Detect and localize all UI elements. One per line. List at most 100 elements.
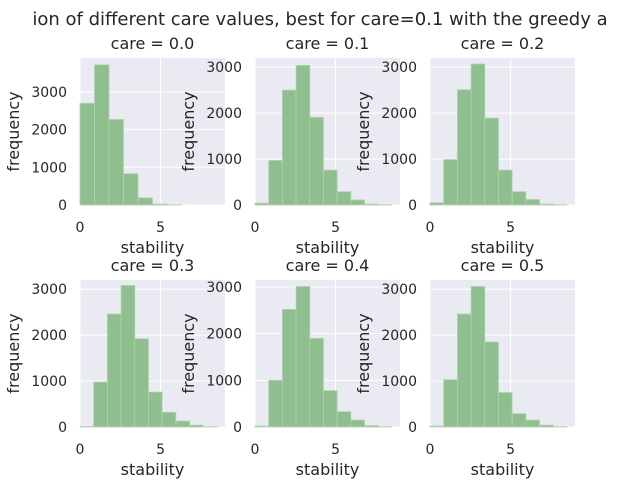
x-tick-label: 0 [76,442,85,458]
y-axis-label: frequency [179,91,198,171]
y-tick-label: 3000 [31,85,67,101]
x-tick-label: 0 [76,220,85,236]
histogram-bar [350,199,365,206]
histogram-bar [470,286,486,428]
histogram-bar [336,191,352,206]
histogram-panel: 0 1000 2000 3000 0 5 care = 0.3 stability freque… [4,256,225,479]
histogram-bar [511,191,527,206]
panels-container: 0 1000 2000 3000 0 5 care = 0.0 stability freque… [4,34,575,479]
histogram-bar [484,117,499,206]
histogram-bar [295,286,311,428]
histogram-panel: 0 1000 2000 3000 0 5 care = 0.2 stability freque… [354,34,575,257]
histogram-bar [134,338,149,428]
histogram-panel: 0 1000 2000 3000 0 5 care = 0.0 stability freque… [4,34,225,257]
histogram-bar [498,169,513,206]
histogram-bar [429,425,445,428]
y-axis-label: frequency [179,313,198,393]
y-tick-label: 3000 [381,60,417,76]
y-axis-label: frequency [4,313,23,393]
histogram-bar [189,424,204,428]
panel-title: care = 0.4 [286,256,370,275]
y-tick-label: 0 [58,198,67,214]
histogram-bar [137,197,153,206]
x-tick-label: 0 [426,442,435,458]
x-tick-label: 0 [251,220,260,236]
histogram-bar [364,203,379,206]
histogram-panel: 0 1000 2000 3000 0 5 care = 0.4 stability freque… [179,256,400,479]
histogram-bar [281,308,297,428]
figure-suptitle: ion of different care values, best for c… [32,9,607,30]
y-tick-label: 1000 [31,160,67,176]
y-tick-label: 1000 [381,152,417,168]
y-tick-label: 0 [233,420,242,436]
histogram-bar [364,425,379,428]
histogram-bar [539,203,554,206]
x-tick-label: 5 [331,220,340,236]
x-axis-label: stability [296,238,360,257]
y-tick-label: 2000 [381,106,417,122]
histogram-bar [281,89,297,206]
y-tick-label: 1000 [206,373,242,389]
histogram-bar [152,203,168,206]
histogram-bar [148,391,163,428]
x-axis-label: stability [296,460,360,479]
histogram-bar [309,337,324,428]
histogram-bar [484,341,499,428]
histogram-bar [93,381,108,428]
x-tick-label: 5 [156,442,165,458]
histogram-bar [268,160,283,206]
histogram-panel: 0 1000 2000 3000 0 5 care = 0.1 stability freque… [179,34,400,257]
x-tick-label: 0 [426,220,435,236]
histogram-panel: 0 1000 2000 3000 0 5 care = 0.5 stability freque… [354,256,575,479]
histogram-bar [456,89,472,206]
y-axis-label: frequency [4,91,23,171]
histogram-bar [106,313,122,428]
histogram-bar [175,420,190,428]
histogram-bar [309,116,324,206]
histogram-bar [323,169,338,206]
histogram-bar [79,102,95,206]
panel-title: care = 0.0 [111,34,195,53]
histogram-bar [336,411,352,428]
x-tick-label: 5 [331,442,340,458]
histogram-bar [456,313,472,428]
y-tick-label: 2000 [31,328,67,344]
histogram-bar [323,390,338,428]
histogram-bar [525,419,540,428]
y-tick-label: 3000 [206,60,242,76]
histogram-bar [443,159,458,206]
y-tick-label: 0 [233,198,242,214]
x-tick-label: 5 [506,442,515,458]
histogram-bar [108,119,124,206]
histogram-bar [254,202,270,206]
panel-title: care = 0.1 [286,34,370,53]
y-tick-label: 0 [408,420,417,436]
histogram-bar [511,413,527,428]
y-tick-label: 0 [408,198,417,214]
x-tick-label: 5 [506,220,515,236]
x-axis-label: stability [121,460,185,479]
histogram-bar [94,64,110,206]
histogram-bar [429,202,445,206]
histogram-bar [539,424,554,428]
histogram-bar [161,411,177,428]
histogram-bar [350,419,365,428]
panel-title: care = 0.2 [461,34,545,53]
y-tick-label: 2000 [381,328,417,344]
panel-title: care = 0.5 [461,256,545,275]
y-tick-label: 0 [58,420,67,436]
histogram-bar [443,379,458,428]
histogram-bar [470,63,486,206]
histogram-bar [123,173,139,206]
histogram-bar [295,64,311,206]
histogram-bar [120,285,136,428]
x-axis-label: stability [121,238,185,257]
x-axis-label: stability [471,460,535,479]
y-axis-label: frequency [354,313,373,393]
y-tick-label: 2000 [31,123,67,139]
y-tick-label: 3000 [206,280,242,296]
x-axis-label: stability [471,238,535,257]
panel-title: care = 0.3 [111,256,195,275]
y-tick-label: 1000 [206,152,242,168]
